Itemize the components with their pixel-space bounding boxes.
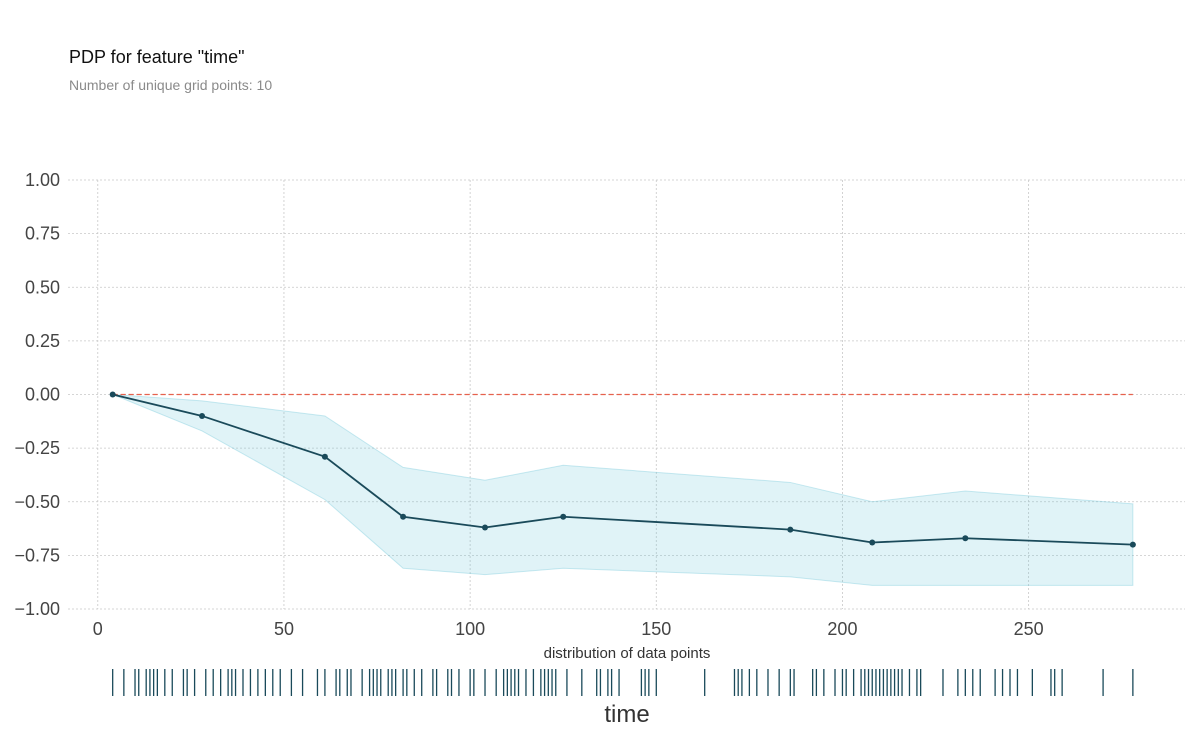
pdp-line: [112, 393, 1133, 546]
pdp-point: [109, 391, 116, 398]
chart-title: PDP for feature "time": [69, 47, 245, 67]
y-tick-label: 1.00: [25, 170, 60, 190]
rug-label: distribution of data points: [544, 645, 711, 662]
y-tick-label: −0.50: [14, 492, 60, 512]
y-tick-label: −1.00: [14, 599, 60, 619]
y-tick-label: −0.25: [14, 438, 60, 458]
x-tick-label: 250: [1014, 619, 1044, 639]
pdp-point: [962, 535, 969, 542]
confidence-band: [112, 394, 1134, 586]
pdp-point: [560, 513, 567, 520]
x-tick-label: 150: [641, 619, 671, 639]
x-tick-label: 100: [455, 619, 485, 639]
y-tick-label: 0.00: [25, 385, 60, 405]
pdp-point: [321, 453, 328, 460]
y-tick-label: 0.75: [25, 224, 60, 244]
x-tick-label: 50: [274, 619, 294, 639]
pdp-point: [199, 412, 206, 419]
x-tick-label: 200: [827, 619, 857, 639]
chart-subtitle: Number of unique grid points: 10: [69, 77, 273, 93]
pdp-point: [482, 524, 489, 531]
y-tick-label: −0.75: [14, 545, 60, 565]
pdp-point: [869, 539, 876, 546]
pdp-point: [400, 513, 407, 520]
x-tick-label: 0: [93, 619, 103, 639]
x-axis-label: time: [604, 701, 649, 728]
pdp-point: [787, 526, 794, 533]
y-tick-label: 0.50: [25, 277, 60, 297]
pdp-point: [1129, 541, 1136, 548]
y-tick-label: 0.25: [25, 331, 60, 351]
